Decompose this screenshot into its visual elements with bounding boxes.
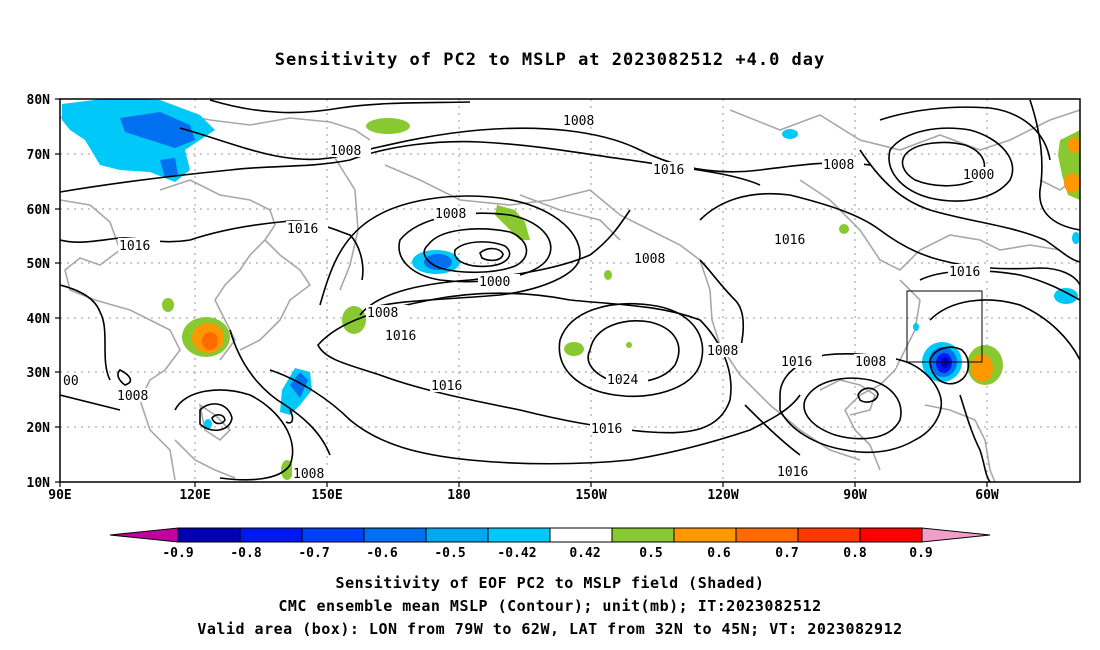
valid-area-box bbox=[906, 290, 983, 363]
contour-label: 1016 bbox=[777, 465, 808, 480]
lon-label: 120W bbox=[707, 488, 738, 503]
coastlines bbox=[60, 107, 1080, 482]
map-title: Sensitivity of PC2 to MSLP at 2023082512… bbox=[274, 50, 826, 70]
colorbar-segment bbox=[797, 527, 861, 543]
contour-label: 1008 bbox=[563, 114, 594, 129]
lat-label: 80N bbox=[27, 93, 51, 108]
colorbar-segment bbox=[921, 527, 991, 543]
contour-label: 1000 bbox=[963, 168, 994, 183]
colorbar-label: 0.9 bbox=[909, 546, 932, 561]
lat-label: 10N bbox=[27, 476, 51, 491]
colorbar-label: -0.7 bbox=[298, 546, 329, 561]
colorbar-segment bbox=[239, 527, 303, 543]
colorbar-segment bbox=[425, 527, 489, 543]
contour-label: 1000 bbox=[479, 275, 510, 290]
contour-label: 1008 bbox=[707, 344, 738, 359]
contour-label: 1008 bbox=[367, 306, 398, 321]
contour-labels: 1008 1008 1016 1000 1008 1008 1016 1016 … bbox=[62, 113, 1004, 482]
colorbar-segment bbox=[859, 527, 923, 543]
lat-label: 70N bbox=[27, 148, 51, 163]
footer-line-2: CMC ensemble mean MSLP (Contour); unit(m… bbox=[278, 597, 822, 615]
contour-label: 1008 bbox=[823, 158, 854, 173]
grid-lines bbox=[60, 99, 1080, 482]
lon-label: 180 bbox=[447, 488, 471, 503]
colorbar-label: -0.6 bbox=[366, 546, 397, 561]
colorbar-label: 0.8 bbox=[843, 546, 867, 561]
footer-line-3: Valid area (box): LON from 79W to 62W, L… bbox=[197, 620, 903, 638]
lon-label: 60W bbox=[975, 488, 999, 503]
footer-line-1: Sensitivity of EOF PC2 to MSLP field (Sh… bbox=[335, 574, 765, 592]
contour-label: 1008 bbox=[634, 252, 665, 267]
contour-label: 1008 bbox=[293, 467, 324, 482]
positive-sensitivity-area bbox=[366, 118, 410, 134]
contour-label: 1008 bbox=[117, 389, 148, 404]
contour-label: 1016 bbox=[774, 233, 805, 248]
sensitivity-shading bbox=[62, 99, 1080, 480]
contour-label: 1016 bbox=[949, 265, 980, 280]
contour-label: 1008 bbox=[435, 207, 466, 222]
colorbar-label: 0.5 bbox=[639, 546, 662, 561]
contour-label: 1016 bbox=[781, 355, 812, 370]
colorbar-label: -0.9 bbox=[162, 546, 193, 561]
colorbar-segment bbox=[177, 527, 241, 543]
map-frame bbox=[59, 98, 1081, 483]
longitude-labels: 90E 120E 150E 180 150W 120W 90W 60W bbox=[48, 488, 999, 503]
colorbar bbox=[109, 527, 991, 543]
contour-label: 1024 bbox=[607, 373, 638, 388]
contour-label: 1016 bbox=[653, 163, 684, 178]
colorbar-label: 0.42 bbox=[569, 546, 600, 561]
contour-label: 1016 bbox=[287, 222, 318, 237]
mslp-contours bbox=[60, 99, 1080, 482]
colorbar-segment bbox=[611, 527, 675, 543]
contour-label: 1008 bbox=[330, 144, 361, 159]
colorbar-label: -0.42 bbox=[497, 546, 536, 561]
contour-label: 1008 bbox=[855, 355, 886, 370]
contour-label: 1016 bbox=[119, 239, 150, 254]
axis-ticks bbox=[55, 98, 988, 487]
colorbar-labels: -0.9 -0.8 -0.7 -0.6 -0.5 -0.42 0.42 0.5 … bbox=[162, 546, 932, 561]
colorbar-segment bbox=[487, 527, 551, 543]
contour-label: 00 bbox=[63, 374, 79, 389]
lon-label: 90E bbox=[48, 488, 71, 503]
lon-label: 120E bbox=[179, 488, 210, 503]
lat-label: 60N bbox=[27, 203, 51, 218]
colorbar-label: 0.7 bbox=[775, 546, 798, 561]
colorbar-label: 0.6 bbox=[707, 546, 731, 561]
colorbar-segment bbox=[549, 527, 613, 543]
colorbar-segment bbox=[673, 527, 737, 543]
colorbar-segment bbox=[109, 527, 179, 543]
contour-label: 1016 bbox=[591, 422, 622, 437]
colorbar-label: -0.5 bbox=[434, 546, 465, 561]
lat-label: 20N bbox=[27, 421, 51, 436]
contour-label: 1016 bbox=[431, 379, 462, 394]
lon-label: 150E bbox=[311, 488, 342, 503]
colorbar-segment bbox=[363, 527, 427, 543]
contour-label: 1016 bbox=[385, 329, 416, 344]
lon-label: 90W bbox=[843, 488, 867, 503]
lon-label: 150W bbox=[575, 488, 606, 503]
colorbar-segment bbox=[735, 527, 799, 543]
lat-label: 40N bbox=[27, 312, 51, 327]
colorbar-segment bbox=[301, 527, 365, 543]
lat-label: 30N bbox=[27, 366, 51, 381]
latitude-labels: 80N 70N 60N 50N 40N 30N 20N 10N bbox=[27, 93, 51, 491]
lat-label: 50N bbox=[27, 257, 51, 272]
colorbar-label: -0.8 bbox=[230, 546, 261, 561]
